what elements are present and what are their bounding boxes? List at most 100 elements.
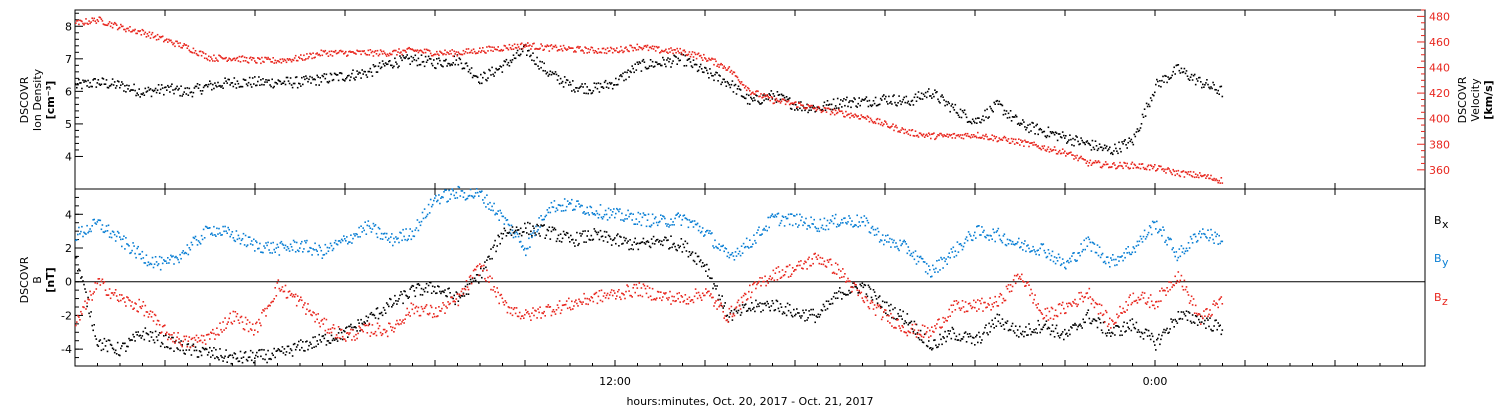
bx-point	[288, 352, 291, 354]
velocity-point	[986, 135, 988, 138]
density-point	[132, 89, 134, 91]
bx-point	[234, 353, 237, 355]
bx-point	[628, 248, 630, 251]
by-point	[685, 217, 688, 220]
velocity-point	[851, 115, 853, 117]
velocity-point	[611, 51, 614, 54]
density-point	[842, 100, 844, 102]
by-point	[853, 225, 855, 227]
velocity-point	[767, 95, 769, 98]
velocity-point	[248, 57, 251, 60]
by-point	[366, 224, 369, 227]
bx-point	[743, 304, 746, 306]
bx-point	[158, 332, 161, 334]
velocity-point	[922, 133, 925, 135]
density-point	[420, 54, 423, 56]
velocity-point	[138, 30, 140, 33]
velocity-point	[933, 132, 935, 134]
bx-point	[142, 330, 145, 333]
velocity-point	[1220, 177, 1223, 179]
by-point	[392, 244, 394, 247]
velocity-point	[189, 50, 192, 53]
by-point	[998, 234, 1001, 237]
bz-point	[166, 331, 168, 334]
by-point	[495, 212, 497, 215]
by-point	[1207, 229, 1209, 231]
by-point	[429, 198, 432, 201]
by-point	[372, 222, 375, 225]
by-point	[1139, 235, 1142, 238]
velocity-point	[579, 46, 581, 48]
density-point	[239, 85, 242, 88]
bx-point	[830, 298, 833, 300]
density-point	[540, 66, 542, 69]
velocity-point	[513, 43, 516, 45]
velocity-point	[1102, 163, 1105, 166]
by-point	[593, 213, 596, 215]
bx-point	[421, 294, 424, 296]
bx-point	[720, 304, 722, 307]
density-point	[320, 81, 323, 83]
velocity-point	[127, 27, 129, 30]
velocity-point	[867, 116, 870, 118]
density-point	[971, 118, 974, 121]
velocity-point	[815, 109, 818, 112]
density-point	[1175, 64, 1178, 67]
bx-point	[339, 338, 342, 340]
density-point	[258, 76, 260, 78]
velocity-point	[964, 132, 967, 135]
velocity-point	[1101, 165, 1104, 168]
by-point	[446, 201, 448, 203]
bx-point	[1119, 334, 1121, 337]
velocity-point	[583, 52, 585, 54]
density-point	[231, 82, 234, 84]
density-point	[1003, 109, 1006, 112]
bx-point	[313, 346, 315, 348]
bz-point	[307, 303, 309, 305]
velocity-point	[799, 102, 801, 104]
density-point	[452, 62, 454, 64]
bx-point	[529, 222, 531, 225]
by-point	[255, 240, 257, 242]
by-point	[206, 227, 209, 229]
by-point	[194, 235, 197, 238]
velocity-point	[622, 51, 624, 54]
velocity-point	[742, 84, 745, 86]
by-point	[856, 214, 858, 217]
bx-point	[246, 360, 249, 362]
bz-point	[181, 345, 183, 348]
bx-point	[929, 347, 931, 350]
bx-point	[498, 235, 500, 238]
density-point	[578, 87, 580, 90]
bz-point	[250, 329, 253, 331]
by-point	[130, 251, 132, 254]
by-point	[636, 223, 639, 225]
bz-point	[173, 332, 175, 334]
by-point	[141, 250, 144, 253]
velocity-point	[101, 20, 104, 22]
density-point	[723, 78, 725, 81]
density-point	[450, 63, 452, 66]
density-point	[1139, 127, 1142, 129]
density-point	[555, 73, 558, 76]
bx-point	[193, 349, 196, 352]
by-point	[782, 216, 785, 218]
bx-point	[1096, 326, 1099, 329]
bx-point	[564, 234, 567, 236]
by-point	[209, 227, 211, 229]
velocity-point	[1071, 154, 1073, 156]
density-point	[301, 76, 303, 79]
bx-point	[1132, 323, 1135, 326]
by-point	[1185, 247, 1188, 250]
density-point	[1071, 144, 1073, 146]
density-point	[294, 76, 297, 79]
density-point	[1035, 124, 1037, 127]
bx-point	[769, 309, 771, 312]
velocity-point	[997, 140, 1000, 142]
bx-point	[373, 314, 376, 317]
bx-point	[719, 298, 721, 301]
density-point	[630, 71, 632, 74]
bx-point	[1182, 311, 1185, 313]
density-point	[620, 74, 622, 76]
density-point	[265, 79, 267, 81]
